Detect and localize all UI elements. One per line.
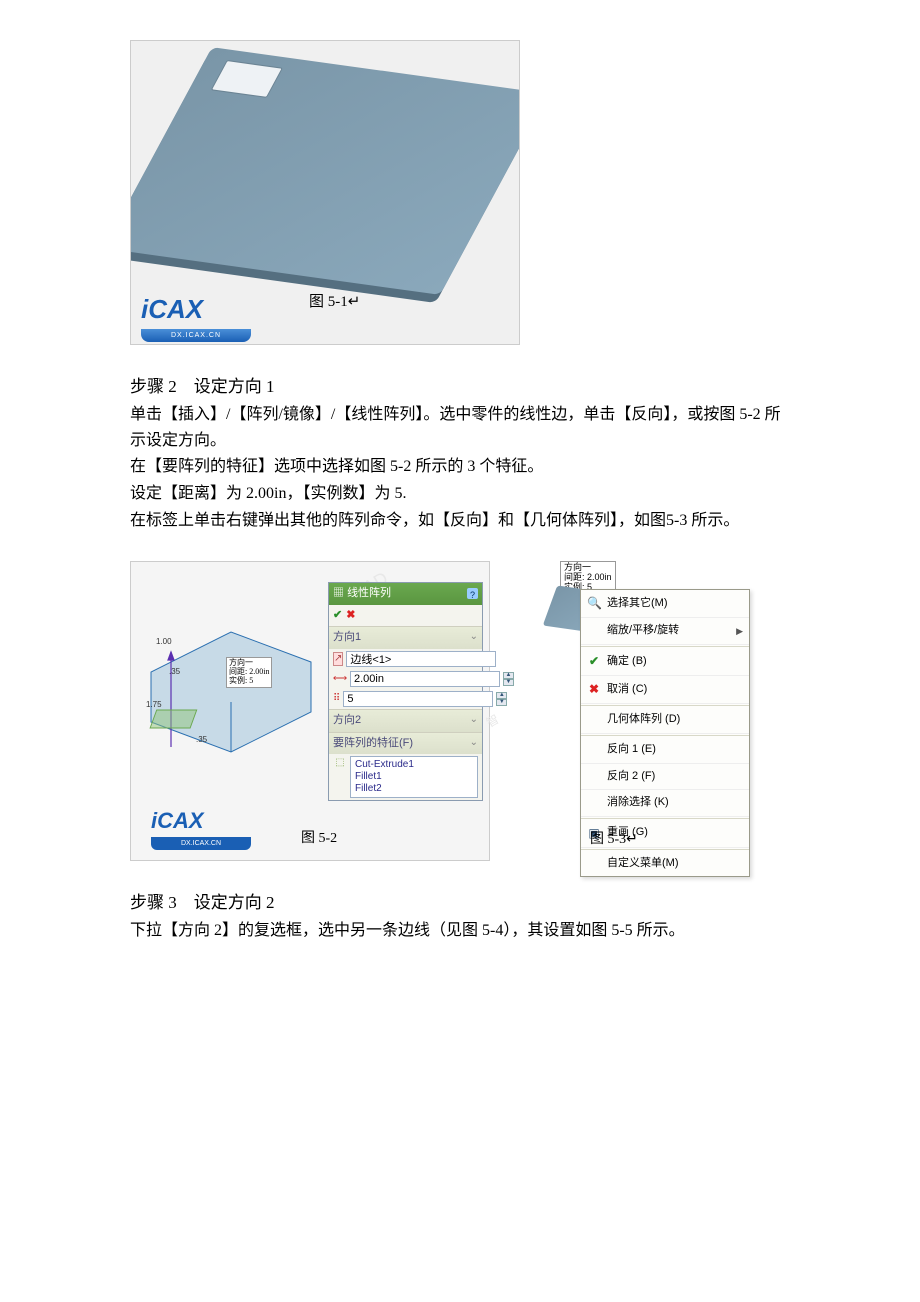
icax-logo: iCAX bbox=[151, 803, 204, 838]
icax-logo: iCAX bbox=[141, 296, 203, 322]
select-other-icon: 🔍 bbox=[587, 594, 601, 613]
step-3-p1: 下拉【方向 2】的复选框，选中另一条边线（见图 5-4），其设置如图 5-5 所… bbox=[130, 918, 790, 944]
ok-icon[interactable]: ✔ bbox=[333, 607, 342, 625]
feature-list-icon: ⬚ bbox=[333, 756, 347, 770]
linear-pattern-panel: ▦ 线性阵列 ? ✔ ✖ 方向1⌄ ↗ ⟷ ▲▼ ⠿ ▲▼ bbox=[328, 582, 483, 801]
pattern-preview: 1.00 .35 1.75 .35 方向一 间距: 2.00in 实例: 5 bbox=[141, 602, 321, 762]
distance-spinner[interactable]: ▲▼ bbox=[503, 672, 514, 686]
menu-customize[interactable]: 自定义菜单(M) bbox=[581, 851, 749, 877]
figure-row-5-2-5-3: CAD 智 1.00 .35 1.75 bbox=[130, 561, 790, 861]
figure-5-2-caption: 图 5-2 bbox=[301, 828, 337, 850]
list-item: Fillet2 bbox=[355, 783, 473, 795]
distance-icon: ⟷ bbox=[333, 672, 347, 686]
count-icon: ⠿ bbox=[333, 692, 340, 706]
figure-5-1-image: iCAX DX.ICAX.CN 图 5-1↵ bbox=[130, 40, 520, 345]
step-2-p2: 在【要阵列的特征】选项中选择如图 5-2 所示的 3 个特征。 bbox=[130, 454, 790, 480]
menu-reverse-2[interactable]: 反向 2 (F) bbox=[581, 764, 749, 791]
dim-175: 1.75 bbox=[146, 700, 162, 709]
figure-5-3: 方向一 间距: 2.00in 实例: 5 🔍 选择其它(M) 缩放/平移/旋转 … bbox=[550, 561, 765, 861]
menu-geometry-pattern[interactable]: 几何体阵列 (D) bbox=[581, 707, 749, 734]
plate-cutout bbox=[211, 60, 283, 98]
cad-part-plate bbox=[130, 47, 520, 295]
count-input[interactable] bbox=[343, 691, 493, 707]
menu-clear-selection[interactable]: 消除选择 (K) bbox=[581, 790, 749, 817]
figure-5-1: iCAX DX.ICAX.CN 图 5-1↵ bbox=[130, 40, 790, 345]
list-item: Cut-Extrude1 bbox=[355, 759, 473, 771]
step-2-p3: 设定【距离】为 2.00in，【实例数】为 5. bbox=[130, 481, 790, 507]
icax-logo-sub: DX.ICAX.CN bbox=[151, 837, 251, 850]
submenu-arrow-icon: ▶ bbox=[736, 624, 743, 638]
check-icon: ✔ bbox=[587, 652, 601, 671]
menu-reverse-1[interactable]: 反向 1 (E) bbox=[581, 737, 749, 764]
panel-titlebar[interactable]: ▦ 线性阵列 ? bbox=[329, 583, 482, 605]
step-2-title: 步骤 2 设定方向 1 bbox=[130, 373, 790, 400]
cancel-icon[interactable]: ✖ bbox=[346, 607, 355, 625]
section-features[interactable]: 要阵列的特征(F)⌄ bbox=[329, 732, 482, 755]
dim-35a: .35 bbox=[169, 667, 181, 676]
menu-zoom-pan-rotate[interactable]: 缩放/平移/旋转 ▶ bbox=[581, 618, 749, 645]
distance-input[interactable] bbox=[350, 671, 500, 687]
figure-5-2: CAD 智 1.00 .35 1.75 bbox=[130, 561, 490, 861]
edge-input[interactable] bbox=[346, 651, 496, 667]
menu-ok[interactable]: ✔ 确定 (B) bbox=[581, 648, 749, 676]
direction-callout-52: 方向一 间距: 2.00in 实例: 5 bbox=[226, 657, 272, 687]
reverse-dir-icon[interactable]: ↗ bbox=[333, 652, 343, 666]
figure-5-1-caption: 图 5-1↵ bbox=[309, 290, 360, 314]
step-2-p1: 单击【插入】/【阵列/镜像】/【线性阵列】。选中零件的线性边，单击【反向】，或按… bbox=[130, 402, 790, 453]
figure-5-3-caption: 图 5-3↵ bbox=[590, 829, 638, 851]
panel-title-text: 线性阵列 bbox=[347, 587, 391, 599]
menu-select-other[interactable]: 🔍 选择其它(M) bbox=[581, 590, 749, 618]
dim-35b: .35 bbox=[196, 735, 208, 744]
x-icon: ✖ bbox=[587, 680, 601, 699]
count-spinner[interactable]: ▲▼ bbox=[496, 692, 507, 706]
step-2-p4: 在标签上单击右键弹出其他的阵列命令，如【反向】和【几何体阵列】，如图5-3 所示… bbox=[130, 508, 790, 534]
menu-cancel[interactable]: ✖ 取消 (C) bbox=[581, 676, 749, 704]
step-3-title: 步骤 3 设定方向 2 bbox=[130, 889, 790, 916]
icax-logo-sub: DX.ICAX.CN bbox=[141, 329, 251, 342]
help-icon[interactable]: ? bbox=[467, 588, 478, 599]
list-item: Fillet1 bbox=[355, 771, 473, 783]
section-direction-2[interactable]: 方向2⌄ bbox=[329, 709, 482, 732]
section-direction-1[interactable]: 方向1⌄ bbox=[329, 626, 482, 649]
feature-list[interactable]: Cut-Extrude1 Fillet1 Fillet2 bbox=[350, 756, 478, 798]
dim-1-00: 1.00 bbox=[156, 637, 172, 646]
